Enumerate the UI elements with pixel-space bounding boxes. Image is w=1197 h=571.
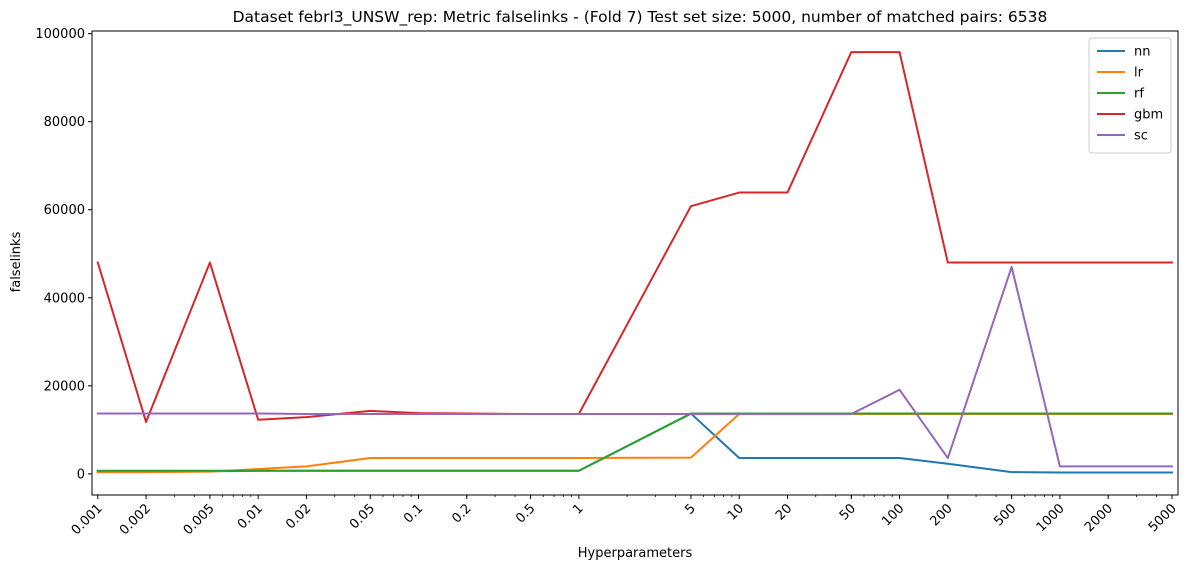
series-layer — [96, 51, 1173, 474]
x-tick-label: 500 — [991, 501, 1019, 529]
x-tick-label: 1000 — [1034, 501, 1068, 535]
x-tick-label: 0.1 — [401, 501, 426, 526]
x-tick-label: 1 — [570, 501, 586, 517]
legend: nn lr rf gbm sc — [1088, 37, 1172, 154]
legend-box — [1088, 37, 1172, 154]
x-axis-title: Hyperparameters — [578, 546, 693, 561]
x-tick-label: 0.01 — [235, 501, 266, 532]
x-tick-label: 100 — [879, 501, 907, 529]
x-tick-label: 0.001 — [69, 501, 106, 538]
legend-label-lr: lr — [1134, 66, 1144, 81]
x-tick-label: 0.05 — [347, 501, 378, 532]
y-tick-label: 60000 — [44, 203, 85, 218]
x-tick-label: 0.02 — [283, 501, 314, 532]
series-line-sc — [96, 265, 1173, 468]
x-tick-label: 50 — [837, 501, 859, 523]
x-tick-label: 0.2 — [449, 501, 474, 526]
x-tick-label: 2000 — [1082, 501, 1116, 535]
legend-label-gbm: gbm — [1134, 108, 1163, 123]
x-tick-label: 0.002 — [117, 501, 154, 538]
x-tick-label: 20 — [773, 501, 795, 523]
y-tick-label: 0 — [77, 467, 85, 482]
y-tick-label: 100000 — [35, 27, 85, 42]
x-tick-label: 0.5 — [513, 501, 538, 526]
x-tick-label: 200 — [928, 501, 956, 529]
chart-title: Dataset febrl3_UNSW_rep: Metric falselin… — [233, 8, 1048, 27]
legend-label-sc: sc — [1134, 129, 1148, 144]
y-axis-title: falselinks — [9, 231, 24, 292]
x-tick-label: 5000 — [1146, 501, 1180, 535]
axes-frame — [91, 30, 1179, 496]
y-tick-label: 20000 — [44, 379, 85, 394]
series-line-gbm — [96, 51, 1173, 423]
legend-label-nn: nn — [1134, 45, 1150, 60]
y-tick-label: 40000 — [44, 291, 85, 306]
x-tick-label: 5 — [682, 501, 698, 517]
legend-label-rf: rf — [1134, 87, 1144, 102]
x-tick-label: 0.005 — [181, 501, 218, 538]
x-tick-label: 10 — [725, 501, 747, 523]
y-tick-label: 80000 — [44, 115, 85, 130]
series-line-rf — [96, 412, 1173, 472]
